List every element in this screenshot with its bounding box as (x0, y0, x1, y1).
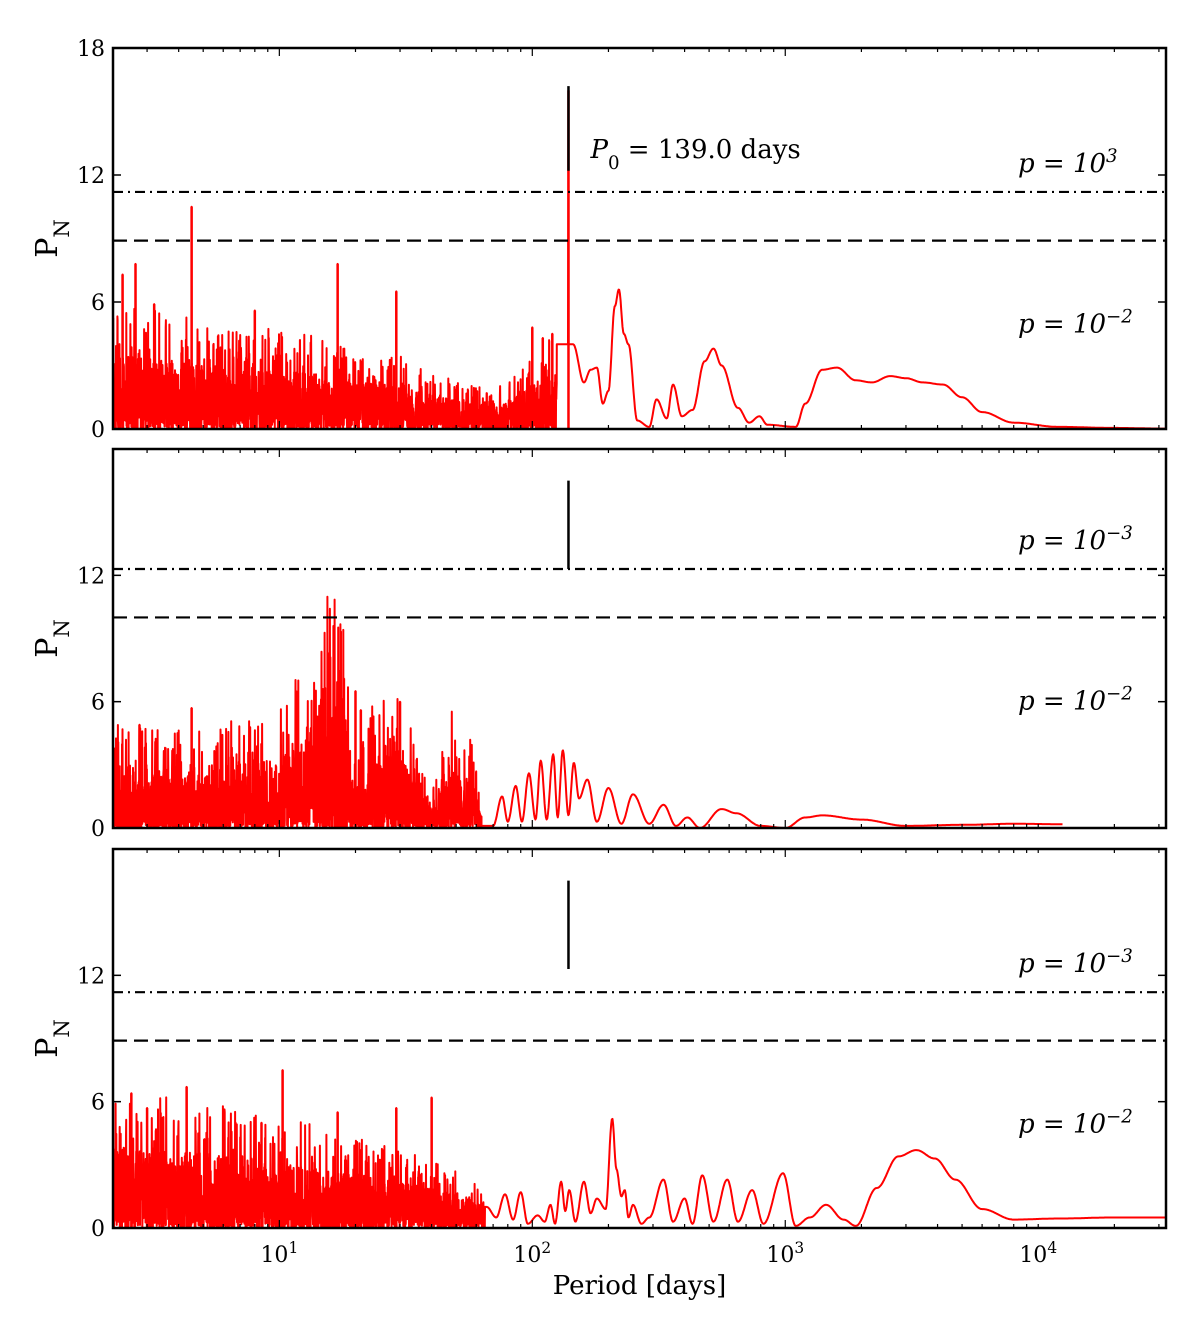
y-tick-label: 12 (77, 164, 105, 189)
y-tick-label: 6 (91, 1091, 105, 1116)
x-tick-label: 102 (513, 1239, 551, 1268)
y-tick-label: 6 (91, 291, 105, 316)
x-tick-label: 103 (766, 1239, 804, 1268)
x-tick-label: 101 (260, 1239, 298, 1268)
axes-frame (111, 46, 1168, 431)
panel-middle: 0 6 12 PN p = 10−3 p = 10−2 (30, 447, 1168, 842)
y-tick-label: 6 (91, 691, 105, 716)
y-tick-label: 12 (77, 564, 105, 589)
x-axis-label: Period [days] (553, 1271, 726, 1301)
x-tick-label: 104 (1019, 1239, 1057, 1268)
y-tick-label: 0 (91, 1217, 105, 1242)
y-tick-label: 0 (91, 418, 105, 443)
y-axis-label: PN (30, 219, 74, 258)
y-tick-label: 18 (77, 37, 105, 62)
fap-label-1e-3: p = 10−3 (1018, 523, 1133, 557)
peak-period-label: P0 = 139.0 days (589, 135, 800, 174)
y-axis-label: PN (30, 619, 74, 658)
fap-label-1e-2: p = 10−2 (1018, 1106, 1133, 1140)
fap-label-1e-3: p = 10−3 (1018, 946, 1133, 980)
y-tick-label: 12 (77, 964, 105, 989)
fap-label-1e-2: p = 10−2 (1018, 306, 1133, 340)
series-line (113, 1069, 1166, 1228)
panel-top: 0 6 12 18 PN p = 103 p = 10−2 P0 = 139.0 days (30, 37, 1168, 443)
series-line (113, 595, 1063, 828)
fap-label-1e-3: p = 103 (1018, 145, 1118, 179)
y-tick-label: 0 (91, 817, 105, 842)
axes-frame (111, 847, 1168, 1230)
series-line (113, 89, 1166, 429)
axes-frame (111, 447, 1168, 830)
y-axis-label: PN (30, 1019, 74, 1058)
fap-label-1e-2: p = 10−2 (1018, 683, 1133, 717)
panel-bottom: 0 6 12 PN p = 10−3 p = 10−2 101 102 103 104 Period… (30, 847, 1168, 1301)
